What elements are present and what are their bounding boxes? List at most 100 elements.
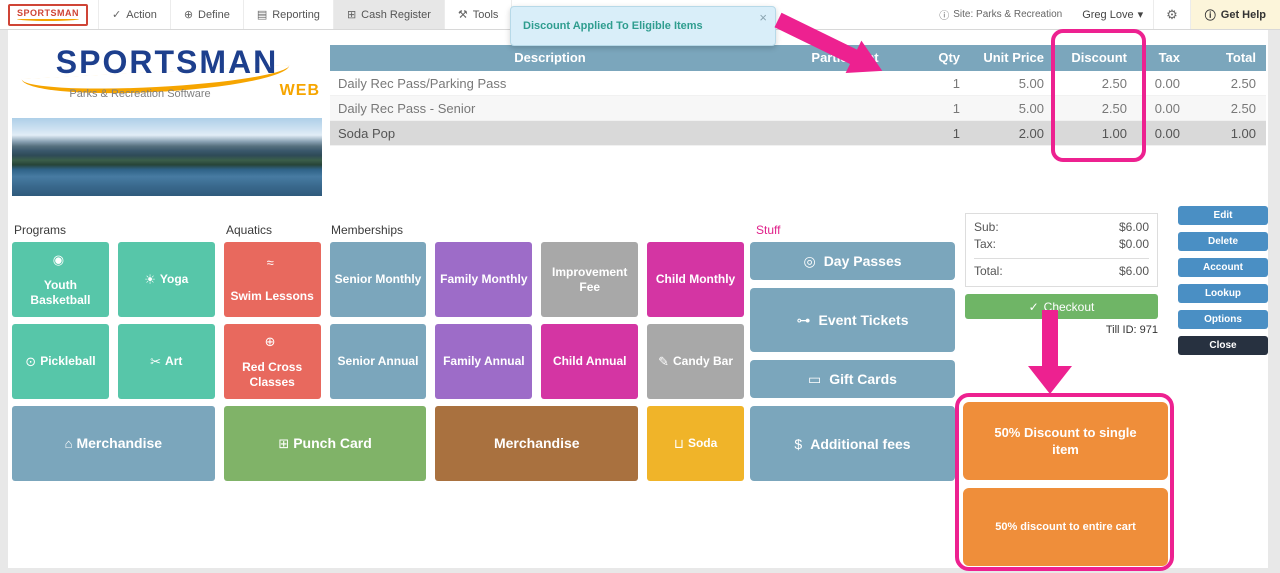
user-menu[interactable]: Greg Love ▾ xyxy=(1072,0,1153,29)
tile-candy-bar[interactable]: ✎ Candy Bar xyxy=(647,324,744,399)
event-tickets-button[interactable]: ⊶ Event Tickets xyxy=(750,288,955,352)
edit-button[interactable]: Edit xyxy=(1178,206,1268,225)
close-icon[interactable]: × xyxy=(759,10,767,25)
tile-punch-card[interactable]: ⊞ Punch Card xyxy=(223,406,427,481)
nav-item-define[interactable]: ⊕ Define xyxy=(169,0,243,29)
category-label-memberships: Memberships xyxy=(331,223,404,237)
tile-soda[interactable]: ⊔ Soda xyxy=(647,406,744,481)
table-row[interactable]: Daily Rec Pass - Senior 1 5.00 2.50 0.00… xyxy=(330,96,1266,121)
col-qty: Qty xyxy=(938,50,960,65)
cell-description: Soda Pop xyxy=(338,126,396,141)
tile-label: Merchandise xyxy=(76,435,163,451)
lookup-button[interactable]: Lookup xyxy=(1178,284,1268,303)
button-label: Additional fees xyxy=(810,435,911,452)
tile-child-annual[interactable]: Child Annual xyxy=(541,324,639,399)
checkout-button[interactable]: ✓ Checkout xyxy=(965,294,1158,319)
plus-circle-icon: ⊕ xyxy=(183,9,194,21)
cell-participant xyxy=(770,96,920,120)
category-label-programs: Programs xyxy=(14,223,67,237)
button-label: Gift Cards xyxy=(829,371,897,387)
col-total: Total xyxy=(1225,50,1256,65)
get-help-button[interactable]: ⓘ Get Help xyxy=(1190,0,1280,29)
checkout-label: Checkout xyxy=(1043,299,1095,314)
table-row-selected[interactable]: Soda Pop 1 2.00 1.00 0.00 1.00 xyxy=(330,121,1266,146)
tile-senior-monthly[interactable]: Senior Monthly xyxy=(329,242,427,317)
cell-tax: 0.00 xyxy=(1154,101,1180,116)
tile-pickleball[interactable]: ⊙ Pickleball xyxy=(12,324,109,399)
options-button[interactable]: Options xyxy=(1178,310,1268,329)
tile-label: Soda xyxy=(687,436,718,450)
help-info-icon: ⓘ xyxy=(1204,9,1216,22)
cash-register-icon: ⊞ xyxy=(346,9,357,21)
category-label-stuff: Stuff xyxy=(756,223,781,237)
category-label-aquatics: Aquatics xyxy=(226,223,273,237)
cart-header-row: Description Participant Qty Unit Price D… xyxy=(330,45,1266,71)
shop-icon: ⌂ xyxy=(64,436,73,451)
table-row[interactable]: Daily Rec Pass/Parking Pass 1 5.00 2.50 … xyxy=(330,71,1266,96)
ticket-icon: ◎ xyxy=(803,252,816,269)
tile-red-cross-classes[interactable]: ⊕ Red Cross Classes xyxy=(223,324,321,399)
tile-family-annual[interactable]: Family Annual xyxy=(435,324,533,399)
get-help-label: Get Help xyxy=(1220,8,1266,21)
nav-menu: ✓ Action ⊕ Define ▤ Reporting ⊞ Cash Reg… xyxy=(98,0,513,29)
nav-item-label: Action xyxy=(126,8,157,21)
nav-item-tools[interactable]: ⚒ Tools xyxy=(443,0,513,29)
pickleball-paddle-icon: ⊙ xyxy=(25,354,37,369)
account-button[interactable]: Account xyxy=(1178,258,1268,277)
close-button[interactable]: Close xyxy=(1178,336,1268,355)
cell-unit-price: 5.00 xyxy=(1018,101,1044,116)
tile-merchandise-memberships[interactable]: Merchandise xyxy=(435,406,639,481)
tile-art[interactable]: ✂ Art xyxy=(117,324,215,399)
tile-swim-lessons[interactable]: ≈ Swim Lessons xyxy=(223,242,321,317)
tile-label: Swim Lessons xyxy=(230,288,314,303)
tools-icon: ⚒ xyxy=(457,9,468,21)
cell-unit-price: 5.00 xyxy=(1018,76,1044,91)
day-passes-button[interactable]: ◎ Day Passes xyxy=(750,242,955,280)
col-unit-price: Unit Price xyxy=(983,50,1044,65)
gift-card-icon: ▭ xyxy=(808,370,822,387)
cell-qty: 1 xyxy=(952,76,960,91)
total-value: $6.00 xyxy=(1118,264,1149,278)
nav-item-cash-register[interactable]: ⊞ Cash Register xyxy=(332,0,444,29)
site-indicator: ⓘ Site: Parks & Recreation xyxy=(929,0,1072,29)
cell-total: 2.50 xyxy=(1230,76,1256,91)
soda-cup-icon: ⊔ xyxy=(673,436,684,451)
app-logo-text: SPORTSMAN xyxy=(17,7,80,18)
button-label: Day Passes xyxy=(823,253,902,269)
delete-button[interactable]: Delete xyxy=(1178,232,1268,251)
tile-child-monthly[interactable]: Child Monthly xyxy=(647,242,744,317)
tile-label: Child Annual xyxy=(552,354,627,368)
tile-label: Punch Card xyxy=(293,435,372,451)
toast-notification: Discount Applied To Eligible Items × xyxy=(510,6,776,46)
discount-entire-cart-button[interactable]: 50% discount to entire cart xyxy=(963,488,1168,566)
pos-tile-grid: ◉ Youth Basketball ☀ Yoga ≈ Swim Lessons… xyxy=(12,242,744,481)
scenic-photo xyxy=(12,118,322,196)
gear-icon: ⚙ xyxy=(1166,6,1178,22)
additional-fees-button[interactable]: $ Additional fees xyxy=(750,406,955,481)
tile-senior-annual[interactable]: Senior Annual xyxy=(329,324,427,399)
discount-single-item-button[interactable]: 50% Discount to single item xyxy=(963,402,1168,480)
tax-label: Tax: xyxy=(974,237,997,251)
nav-item-reporting[interactable]: ▤ Reporting xyxy=(242,0,333,29)
toast-message: Discount Applied To Eligible Items xyxy=(523,20,703,32)
nav-item-label: Cash Register xyxy=(361,8,431,21)
tile-label: Merchandise xyxy=(493,435,580,451)
cell-discount: 2.50 xyxy=(1101,101,1127,116)
tile-family-monthly[interactable]: Family Monthly xyxy=(435,242,533,317)
tile-merchandise-programs[interactable]: ⌂ Merchandise xyxy=(12,406,215,481)
total-label: Total: xyxy=(974,264,1003,278)
nav-item-action[interactable]: ✓ Action xyxy=(98,0,170,29)
tile-label: Pickleball xyxy=(40,354,96,368)
settings-button[interactable]: ⚙ xyxy=(1153,0,1191,29)
gift-cards-button[interactable]: ▭ Gift Cards xyxy=(750,360,955,398)
tile-yoga[interactable]: ☀ Yoga xyxy=(117,242,215,317)
col-tax: Tax xyxy=(1158,50,1180,65)
cell-participant xyxy=(770,121,920,145)
tile-label: Art xyxy=(165,354,183,368)
app-logo-swoosh xyxy=(17,18,80,21)
tile-improvement-fee[interactable]: Improvement Fee xyxy=(541,242,639,317)
cart-table: Description Participant Qty Unit Price D… xyxy=(330,45,1266,196)
tile-youth-basketball[interactable]: ◉ Youth Basketball xyxy=(12,242,109,317)
basketball-icon: ◉ xyxy=(52,251,65,267)
nav-right: ⓘ Site: Parks & Recreation Greg Love ▾ ⚙… xyxy=(929,0,1280,29)
